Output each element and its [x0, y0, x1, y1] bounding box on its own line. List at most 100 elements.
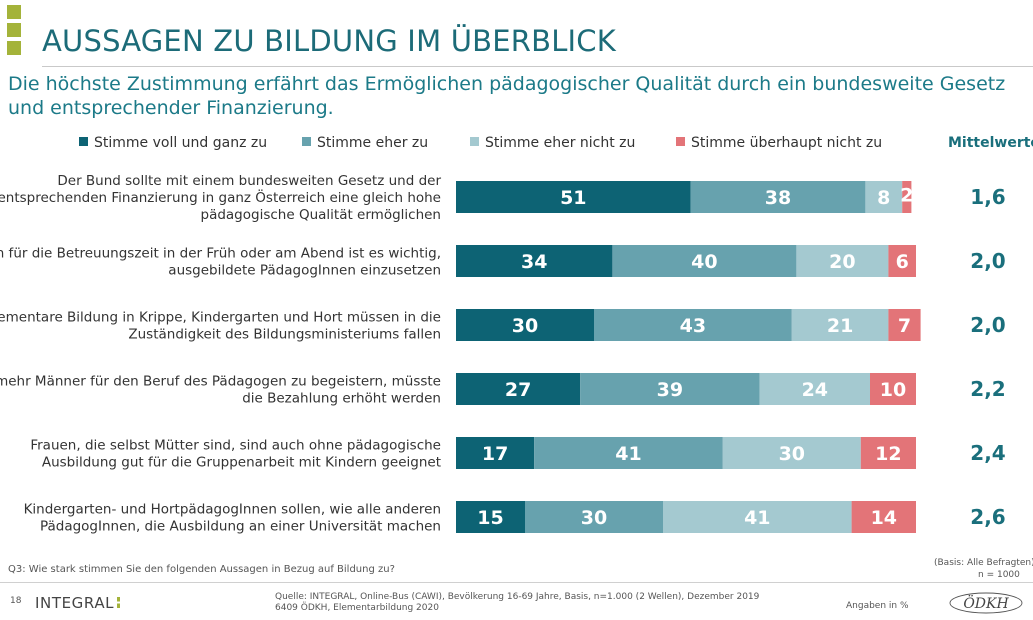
bar-value-label: 6 [896, 251, 909, 273]
bar-segment-ueberhaupt-nicht [870, 373, 916, 405]
bar-value-label: 43 [680, 315, 706, 337]
bar-value-label: 15 [477, 507, 503, 529]
statement-label: Kindergarten- und HortpädagogInnen solle… [24, 502, 441, 518]
legend-item-ueberhaupt-nicht: Stimme überhaupt nicht zu [676, 135, 882, 151]
legend-item-eher-nicht: Stimme eher nicht zu [470, 135, 635, 151]
legend-item-voll: Stimme voll und ganz zu [79, 135, 267, 151]
bar-value-label: 8 [877, 187, 890, 209]
source-line-1: Quelle: INTEGRAL, Online-Bus (CAWI), Bev… [275, 592, 760, 602]
bar-segment-eher-nicht [796, 245, 889, 277]
bar-segment-ueberhaupt-nicht [860, 437, 916, 469]
mean-value: 2,6 [970, 505, 1005, 529]
oedkh-logo-swoosh [949, 592, 1023, 614]
bar-value-label: 24 [802, 379, 828, 401]
bar-value-label: 10 [880, 379, 906, 401]
bar-segment-voll [456, 437, 535, 469]
statement-label: Elementare Bildung in Krippe, Kindergart… [0, 310, 441, 326]
page-number: 18 [10, 596, 22, 606]
statement-label: ausgebildete PädagogInnen einzusetzen [168, 263, 441, 279]
legend-label-ueberhaupt-nicht: Stimme überhaupt nicht zu [691, 135, 883, 151]
bar-value-label: 38 [765, 187, 791, 209]
mean-values-header: Mittelwerte [948, 135, 1033, 151]
statement-label: Zuständigkeit des Bildungsministeriums f… [128, 327, 441, 343]
bar-segment-voll [456, 309, 594, 341]
statement-label: pädagogische Qualität ermöglichen [201, 207, 442, 223]
question-text: Q3: Wie stark stimmen Sie den folgenden … [8, 564, 395, 575]
statement-label: Auch für die Betreuungszeit in der Früh … [0, 246, 441, 262]
bar-segment-eher-nicht [759, 373, 870, 405]
bar-segment-eher-nicht [663, 501, 852, 533]
statement-label: Ausbildung gut für die Gruppenarbeit mit… [42, 455, 441, 471]
bar-value-label: 2 [900, 185, 913, 207]
bar-value-label: 21 [827, 315, 853, 337]
accent-square-bottom [7, 41, 21, 55]
source-line-2: 6409 ÖDKH, Elementarbildung 2020 [275, 603, 439, 613]
source-note: Quelle: INTEGRAL, Online-Bus (CAWI), Bev… [275, 592, 759, 614]
legend-label-eher-nicht: Stimme eher nicht zu [485, 135, 636, 151]
bar-segment-ueberhaupt-nicht [902, 181, 912, 213]
bar-value-label: 39 [657, 379, 683, 401]
bar-segment-voll [456, 373, 581, 405]
bar-value-label: 12 [875, 443, 901, 465]
bar-value-label: 41 [615, 443, 641, 465]
bar-value-label: 20 [829, 251, 855, 273]
bar-value-label: 14 [871, 507, 897, 529]
legend-label-eher: Stimme eher zu [317, 135, 429, 151]
statement-label: Um mehr Männer für den Beruf des Pädagog… [0, 374, 441, 390]
bar-value-label: 40 [691, 251, 717, 273]
accent-square-middle [7, 23, 21, 37]
bar-segment-voll [456, 245, 613, 277]
integral-logo-mark [117, 597, 121, 608]
statement-label: Frauen, die selbst Mütter sind, sind auc… [30, 438, 441, 454]
bar-segment-eher [690, 181, 866, 213]
legend-label-voll: Stimme voll und ganz zu [94, 135, 268, 151]
legend-swatch-eher [302, 137, 311, 146]
title-divider [42, 66, 1033, 67]
bar-segment-eher [525, 501, 663, 533]
bar-segment-eher [580, 373, 760, 405]
bar-value-label: 41 [744, 507, 770, 529]
statement-label: die Bezahlung erhöht werden [242, 391, 441, 407]
units-note: Angaben in % [846, 601, 909, 611]
bar-segment-ueberhaupt-nicht [851, 501, 916, 533]
legend-swatch-eher-nicht [470, 137, 479, 146]
sample-size: n = 1000 [978, 570, 1020, 580]
bar-segment-voll [456, 181, 691, 213]
bar-value-label: 7 [898, 315, 911, 337]
integral-logo-text: INTEGRAL [35, 594, 115, 612]
mean-value: 2,2 [970, 377, 1005, 401]
oedkh-logo: ÖDKH [949, 592, 1023, 614]
bar-segment-eher-nicht [865, 181, 903, 213]
bar-value-label: 30 [779, 443, 805, 465]
bar-segment-ueberhaupt-nicht [888, 309, 921, 341]
stacked-bar-chart: Der Bund sollte mit einem bundesweiten G… [0, 173, 1006, 535]
legend-swatch-voll [79, 137, 88, 146]
bar-segment-ueberhaupt-nicht [888, 245, 916, 277]
bar-value-label: 34 [521, 251, 547, 273]
footer-divider [0, 582, 1033, 583]
page-subtitle: Die höchste Zustimmung erfährt das Ermög… [8, 73, 1006, 119]
page-title: AUSSAGEN ZU BILDUNG IM ÜBERBLICK [42, 24, 616, 58]
accent-square-top [7, 5, 21, 19]
integral-logo: INTEGRAL [35, 594, 121, 612]
statement-label: PädagogInnen, die Ausbildung an einer Un… [40, 519, 441, 535]
legend-swatch-ueberhaupt-nicht [676, 137, 685, 146]
bar-value-label: 51 [560, 187, 586, 209]
basis-note: (Basis: Alle Befragten) [934, 558, 1033, 568]
mean-value: 2,4 [970, 441, 1005, 465]
mean-value: 2,0 [970, 249, 1005, 273]
bar-segment-eher [612, 245, 797, 277]
bar-segment-eher [594, 309, 792, 341]
statement-label: entsprechenden Finanzierung in ganz Öste… [0, 188, 441, 206]
oedkh-logo-text: ÖDKH [963, 594, 1009, 612]
bar-segment-voll [456, 501, 525, 533]
bar-segment-eher-nicht [722, 437, 861, 469]
bar-value-label: 30 [512, 315, 538, 337]
legend-item-eher: Stimme eher zu [302, 135, 428, 151]
statement-label: Der Bund sollte mit einem bundesweiten G… [57, 173, 441, 189]
bar-value-label: 27 [505, 379, 531, 401]
bar-segment-eher [534, 437, 723, 469]
bar-value-label: 17 [482, 443, 508, 465]
bar-value-label: 30 [581, 507, 607, 529]
mean-value: 1,6 [970, 185, 1005, 209]
